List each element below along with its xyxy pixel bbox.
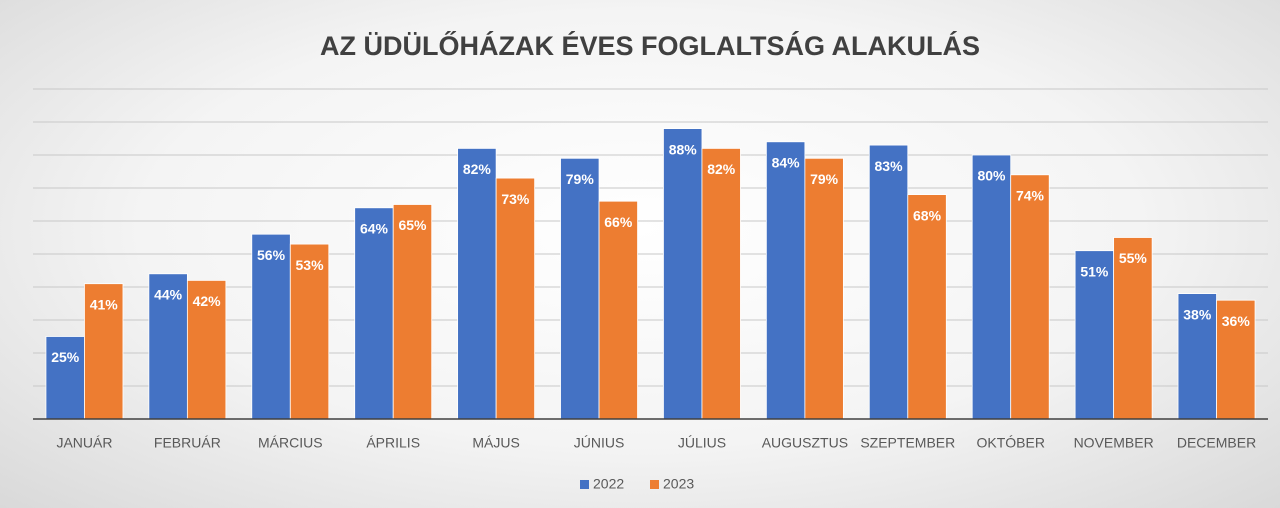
data-label: 79% (810, 171, 839, 187)
bar (907, 194, 947, 420)
x-tick-label: DECEMBER (1177, 435, 1256, 451)
legend-swatch (650, 480, 659, 489)
bar (1113, 237, 1153, 420)
data-label: 82% (463, 161, 492, 177)
x-tick-label: OKTÓBER (976, 435, 1044, 451)
bar (84, 283, 124, 420)
bar (354, 207, 394, 420)
data-label: 64% (360, 221, 389, 237)
bar (251, 233, 291, 420)
data-label: 56% (257, 247, 286, 263)
x-tick-label: AUGUSZTUS (762, 435, 848, 451)
x-tick-label: MÁJUS (472, 435, 519, 451)
data-label: 38% (1183, 306, 1212, 322)
data-label: 51% (1080, 263, 1109, 279)
data-label: 66% (604, 214, 633, 230)
bar (289, 243, 330, 420)
data-label: 79% (566, 171, 595, 187)
data-label: 53% (296, 257, 325, 273)
bar (765, 141, 806, 420)
x-tick-label: JÚNIUS (574, 435, 625, 451)
bar (1074, 250, 1115, 420)
data-label: 84% (772, 155, 801, 171)
data-label: 41% (90, 296, 119, 312)
bar (701, 147, 741, 420)
data-label: 25% (51, 349, 80, 365)
bar (560, 157, 600, 420)
bar (598, 200, 638, 420)
bar (457, 147, 497, 420)
legend-label: 2022 (593, 476, 624, 492)
bar (1177, 293, 1217, 420)
bar (663, 128, 703, 420)
data-label: 42% (193, 293, 222, 309)
x-tick-label: FEBRUÁR (154, 435, 221, 451)
x-tick-label: NOVEMBER (1074, 435, 1154, 451)
bar (1216, 299, 1256, 420)
x-tick-label: JÚLIUS (678, 435, 726, 451)
data-label: 65% (398, 217, 427, 233)
x-tick-label: SZEPTEMBER (860, 435, 955, 451)
legend-label: 2023 (663, 476, 694, 492)
bar (804, 157, 844, 420)
data-label: 44% (154, 287, 183, 303)
bar (392, 204, 433, 420)
data-label: 36% (1222, 313, 1251, 329)
data-label: 82% (707, 161, 736, 177)
bar (868, 144, 909, 420)
data-label: 68% (913, 207, 942, 223)
bar (186, 279, 227, 420)
data-label: 83% (875, 158, 904, 174)
bar (45, 336, 85, 420)
bar (148, 273, 188, 420)
x-tick-label: ÁPRILIS (366, 435, 420, 451)
bar (1010, 174, 1050, 420)
data-label: 88% (669, 141, 698, 157)
bar (971, 154, 1012, 420)
bar (495, 177, 536, 420)
data-label: 73% (501, 191, 530, 207)
chart-title: AZ ÜDÜLŐHÁZAK ÉVES FOGLALTSÁG ALAKULÁS (320, 30, 980, 61)
x-tick-label: JANUÁR (56, 435, 112, 451)
data-label: 74% (1016, 188, 1045, 204)
data-label: 80% (977, 168, 1006, 184)
x-tick-label: MÁRCIUS (258, 435, 323, 451)
data-label: 55% (1119, 250, 1148, 266)
legend-swatch (580, 480, 589, 489)
